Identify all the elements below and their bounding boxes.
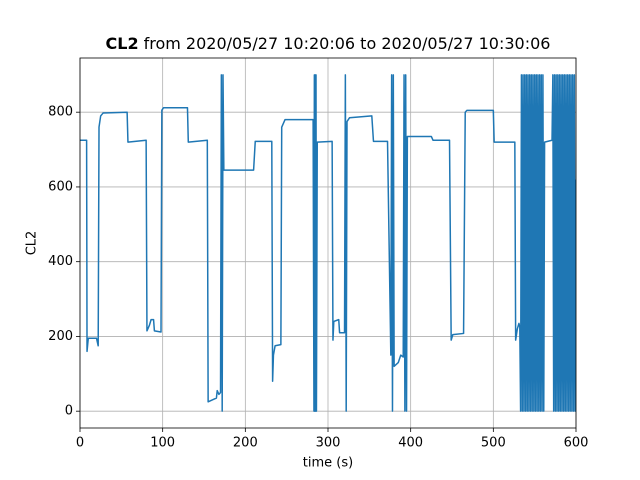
x-tick-label: 500 — [481, 436, 506, 451]
x-axis-label: time (s) — [303, 456, 353, 471]
data-line — [80, 74, 576, 412]
plot-frame — [79, 57, 577, 429]
x-tick-label: 600 — [564, 436, 589, 451]
title-bold: CL2 — [106, 34, 139, 53]
y-tick-label: 800 — [48, 105, 73, 120]
chart-title: CL2 from 2020/05/27 10:20:06 to 2020/05/2… — [106, 34, 551, 53]
x-tick-label: 200 — [233, 436, 258, 451]
y-tick-label: 600 — [48, 179, 73, 194]
x-tick-label: 400 — [398, 436, 423, 451]
y-tick-label: 200 — [48, 329, 73, 344]
x-tick-label: 0 — [76, 436, 84, 451]
x-tick-label: 100 — [150, 436, 175, 451]
x-tick-label: 300 — [316, 436, 341, 451]
y-tick-label: 400 — [48, 254, 73, 269]
y-axis-label: CL2 — [25, 231, 40, 256]
y-tick-label: 0 — [65, 404, 73, 419]
title-text: from 2020/05/27 10:20:06 to 2020/05/27 1… — [144, 34, 551, 53]
